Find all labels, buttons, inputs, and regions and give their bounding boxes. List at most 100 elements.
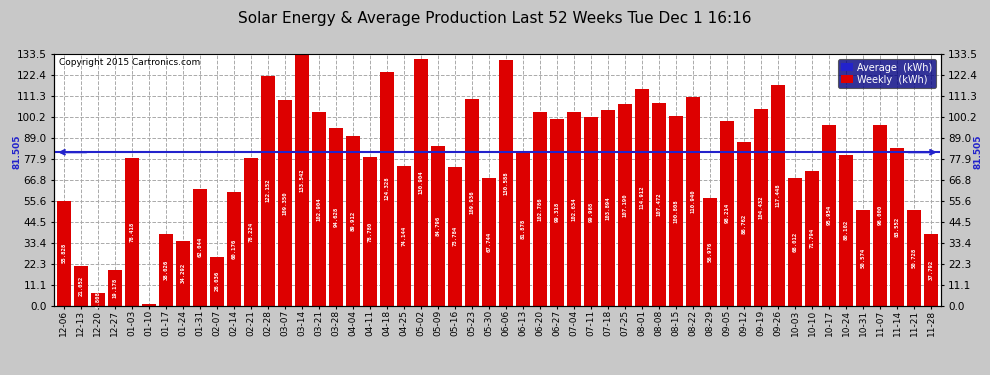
Bar	[822, 125, 837, 306]
Bar	[771, 85, 785, 306]
Text: 98.214: 98.214	[725, 203, 730, 223]
Text: 94.628: 94.628	[334, 207, 339, 227]
Text: 62.044: 62.044	[197, 237, 202, 257]
Bar	[635, 89, 649, 306]
Bar	[549, 119, 564, 306]
Legend: Average  (kWh), Weekly  (kWh): Average (kWh), Weekly (kWh)	[838, 59, 936, 88]
Bar	[669, 116, 683, 306]
Text: 96.000: 96.000	[877, 205, 883, 225]
Bar	[907, 210, 922, 306]
Bar	[210, 256, 224, 306]
Bar	[295, 54, 309, 306]
Text: 122.152: 122.152	[265, 179, 270, 203]
Bar	[805, 171, 820, 306]
Text: 21.052: 21.052	[78, 276, 83, 296]
Text: 133.542: 133.542	[299, 168, 304, 192]
Bar	[464, 99, 479, 306]
Text: 83.552: 83.552	[895, 217, 900, 237]
Text: 38.026: 38.026	[163, 260, 168, 280]
Bar	[788, 178, 802, 306]
Text: 60.176: 60.176	[232, 239, 237, 259]
Bar	[703, 198, 718, 306]
Text: 84.796: 84.796	[436, 216, 441, 236]
Text: 107.190: 107.190	[623, 193, 628, 217]
Bar	[193, 189, 207, 306]
Text: 100.808: 100.808	[673, 199, 678, 223]
Text: 86.762: 86.762	[742, 214, 746, 234]
Text: 102.786: 102.786	[538, 197, 543, 221]
Text: 78.780: 78.780	[367, 221, 372, 242]
Text: 117.448: 117.448	[775, 183, 780, 207]
Bar	[312, 112, 326, 306]
Text: 37.792: 37.792	[929, 260, 934, 280]
Text: 81.505: 81.505	[973, 135, 982, 170]
Bar	[158, 234, 173, 306]
Bar	[244, 158, 258, 306]
Text: 67.744: 67.744	[486, 232, 491, 252]
Text: 78.418: 78.418	[130, 222, 135, 242]
Bar	[499, 60, 513, 306]
Text: 107.472: 107.472	[656, 193, 661, 216]
Text: 55.828: 55.828	[61, 243, 66, 263]
Bar	[584, 117, 598, 306]
Text: 73.784: 73.784	[452, 226, 457, 246]
Text: 26.036: 26.036	[215, 271, 220, 291]
Text: 6.808: 6.808	[95, 291, 100, 308]
Text: 104.432: 104.432	[758, 195, 763, 219]
Text: 103.894: 103.894	[606, 196, 611, 220]
Text: 74.144: 74.144	[401, 226, 407, 246]
Bar	[601, 110, 615, 306]
Bar	[73, 266, 88, 306]
Text: 50.728: 50.728	[912, 248, 917, 268]
Bar	[618, 104, 633, 306]
Bar	[753, 109, 768, 306]
Text: 99.318: 99.318	[554, 202, 559, 222]
Text: 102.904: 102.904	[317, 197, 322, 220]
Bar	[447, 167, 462, 306]
Bar	[227, 192, 242, 306]
Text: 124.328: 124.328	[384, 177, 389, 201]
Bar	[431, 146, 446, 306]
Bar	[362, 158, 377, 306]
Text: 80.102: 80.102	[843, 220, 848, 240]
Bar	[346, 136, 360, 306]
Bar	[175, 241, 190, 306]
Bar	[277, 100, 292, 306]
Bar	[414, 59, 428, 306]
Text: 130.904: 130.904	[419, 171, 424, 194]
Bar	[533, 112, 547, 306]
Bar	[873, 125, 887, 306]
Bar	[125, 158, 139, 306]
Text: 81.505: 81.505	[13, 135, 22, 170]
Text: 102.634: 102.634	[571, 197, 576, 221]
Bar	[260, 76, 275, 306]
Text: 78.224: 78.224	[248, 222, 253, 242]
Bar	[516, 152, 531, 306]
Text: Solar Energy & Average Production Last 52 Weeks Tue Dec 1 16:16: Solar Energy & Average Production Last 5…	[239, 11, 751, 26]
Text: 50.574: 50.574	[860, 248, 865, 268]
Text: 89.912: 89.912	[350, 211, 355, 231]
Bar	[380, 72, 394, 306]
Text: 95.954: 95.954	[827, 205, 832, 225]
Bar	[56, 201, 71, 306]
Text: 81.878: 81.878	[521, 219, 526, 239]
Bar	[108, 270, 122, 306]
Text: 109.936: 109.936	[469, 190, 474, 214]
Text: 56.976: 56.976	[708, 242, 713, 262]
Bar	[482, 178, 496, 306]
Bar	[142, 304, 156, 306]
Text: 99.968: 99.968	[588, 201, 594, 222]
Text: 130.588: 130.588	[504, 171, 509, 195]
Bar	[890, 148, 904, 306]
Text: 109.350: 109.350	[282, 191, 287, 214]
Text: 114.912: 114.912	[640, 186, 644, 209]
Bar	[856, 210, 870, 306]
Bar	[737, 142, 751, 306]
Text: 68.012: 68.012	[793, 231, 798, 252]
Text: Copyright 2015 Cartronics.com: Copyright 2015 Cartronics.com	[58, 58, 200, 67]
Bar	[329, 128, 344, 306]
Text: 34.292: 34.292	[180, 263, 185, 284]
Bar	[839, 155, 853, 306]
Bar	[651, 104, 666, 306]
Bar	[720, 121, 735, 306]
